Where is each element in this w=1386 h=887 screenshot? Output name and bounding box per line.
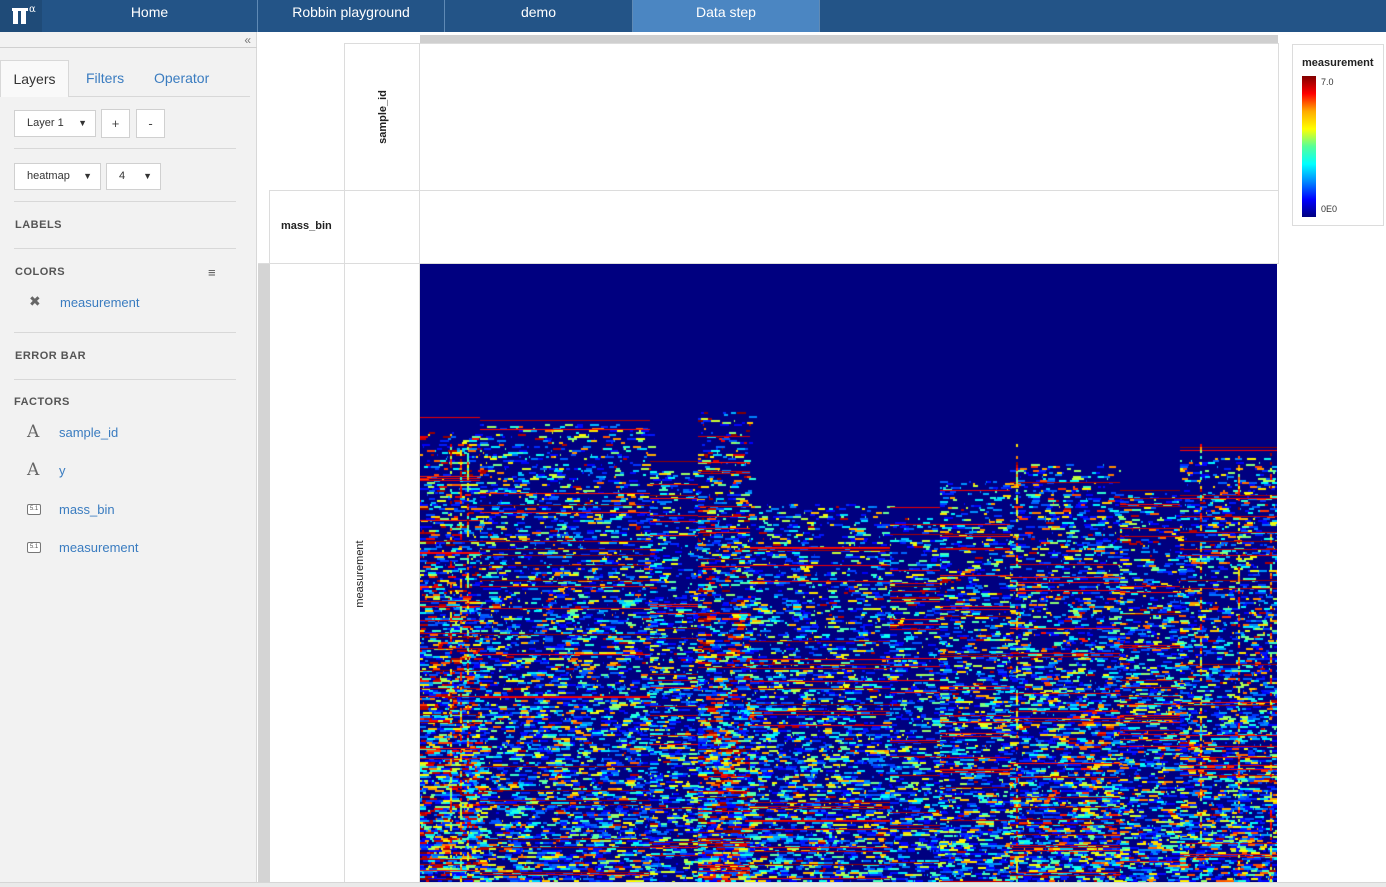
- tab-operator[interactable]: Operator: [154, 70, 210, 86]
- nav-tab-demo[interactable]: demo: [445, 0, 633, 32]
- legend-title: measurement: [1302, 57, 1374, 69]
- divider: [269, 190, 1278, 191]
- menu-icon[interactable]: ≡: [208, 265, 216, 280]
- tab-filters[interactable]: Filters: [86, 70, 125, 86]
- labels-section-header: LABELS: [15, 219, 62, 231]
- row-facet-label: mass_bin: [281, 220, 332, 232]
- row-scrollbar[interactable]: [258, 263, 270, 882]
- app-logo-icon[interactable]: α: [0, 0, 42, 32]
- numeric-factor-icon: 5.1: [27, 542, 41, 553]
- geom-select[interactable]: heatmap ▼: [14, 163, 101, 190]
- sidebar-collapse-bar: «: [0, 32, 257, 48]
- color-item-measurement[interactable]: measurement: [60, 295, 140, 310]
- factor-y[interactable]: y: [59, 463, 66, 478]
- factor-sample-id[interactable]: sample_id: [59, 425, 119, 440]
- nav-tab-data-step[interactable]: Data step: [633, 0, 820, 32]
- nav-tab-home[interactable]: Home: [42, 0, 258, 32]
- divider: [14, 148, 236, 149]
- color-legend: measurement 7.0 0E0: [1292, 44, 1384, 226]
- heatmap-canvas[interactable]: [420, 264, 1277, 882]
- layer-select[interactable]: Layer 1 ▼: [14, 110, 96, 137]
- chevron-down-icon: ▼: [83, 171, 92, 181]
- factor-mass-bin[interactable]: mass_bin: [59, 502, 115, 517]
- numeric-factor-icon: 5.1: [27, 504, 41, 515]
- factors-section-header: FACTORS: [14, 396, 70, 408]
- top-navbar: α Home Robbin playground demo Data step: [0, 0, 1386, 32]
- divider: [14, 332, 236, 333]
- size-select[interactable]: 4 ▼: [106, 163, 161, 190]
- divider: [14, 248, 236, 249]
- add-layer-button[interactable]: +: [101, 109, 130, 138]
- divider: [269, 190, 270, 264]
- chevron-down-icon: ▼: [143, 171, 152, 181]
- status-strip: [0, 882, 1386, 887]
- divider: [344, 43, 345, 882]
- factor-measurement[interactable]: measurement: [59, 540, 139, 555]
- divider: [14, 201, 236, 202]
- error-bar-section-header: ERROR BAR: [15, 350, 87, 362]
- column-scrollbar[interactable]: [420, 35, 1278, 43]
- text-factor-icon: A: [27, 460, 40, 480]
- divider: [14, 379, 236, 380]
- chevron-down-icon: ▼: [78, 118, 87, 128]
- collapse-sidebar-icon[interactable]: «: [244, 33, 251, 47]
- legend-max-label: 7.0: [1321, 77, 1334, 87]
- remove-color-icon[interactable]: ✖: [29, 293, 41, 309]
- tabs-divider: [69, 96, 250, 97]
- sidebar: « Layers Filters Operator Layer 1 ▼ + - …: [0, 32, 257, 882]
- colors-section-header: COLORS: [15, 266, 66, 278]
- text-factor-icon: A: [27, 422, 40, 442]
- divider: [1278, 43, 1279, 264]
- tab-layers[interactable]: Layers: [0, 60, 69, 97]
- divider: [419, 43, 420, 882]
- y-axis-label: measurement: [354, 540, 366, 608]
- remove-layer-button[interactable]: -: [136, 109, 165, 138]
- nav-tab-robbin-playground[interactable]: Robbin playground: [258, 0, 445, 32]
- legend-min-label: 0E0: [1321, 204, 1338, 214]
- divider: [258, 263, 1278, 264]
- divider: [344, 43, 1278, 44]
- column-facet-label: sample_id: [377, 90, 389, 144]
- legend-color-scale: [1302, 76, 1316, 217]
